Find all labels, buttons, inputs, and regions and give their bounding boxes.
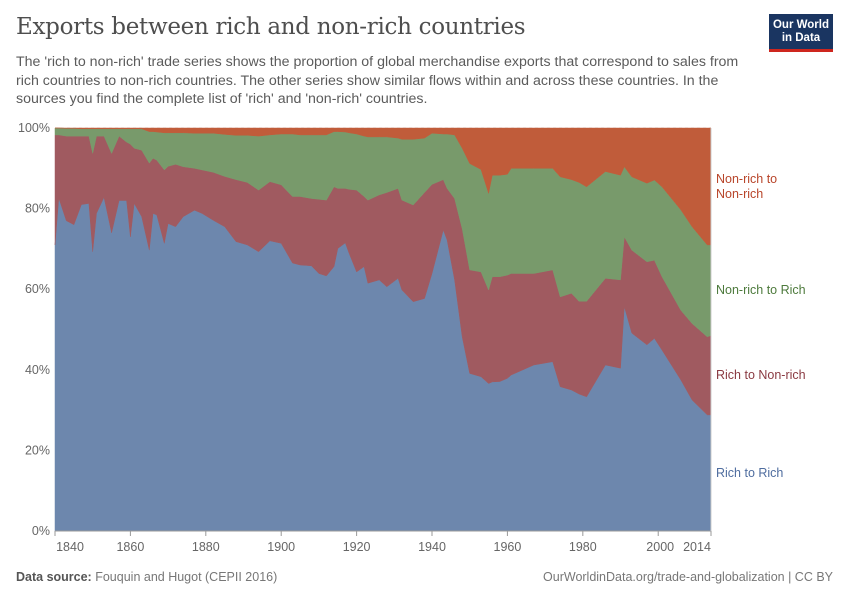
x-tick-label: 1900 [267,540,295,554]
y-tick-label: 80% [25,202,50,216]
series-label: Rich to Rich [716,466,783,480]
x-tick-label: 2014 [683,540,711,554]
x-tick-label: 1980 [569,540,597,554]
chart-title: Exports between rich and non-rich countr… [16,14,526,40]
series-label: Non-rich to Non-rich [716,172,777,201]
y-tick-label: 20% [25,443,50,457]
series-label-line: Non-rich to [716,172,777,186]
series-label: Rich to Non-rich [716,368,806,382]
series-labels: Rich to Rich Rich to Non-rich Non-rich to … [716,172,806,480]
x-tick-label: 1880 [192,540,220,554]
series-label: Non-rich to Rich [716,283,806,297]
y-tick-label: 40% [25,363,50,377]
x-axis: 1840 1860 1880 1900 1920 1940 1960 1980 2000 2014 [54,128,712,554]
y-axis: 0% 20% 40% 60% 80% 100% [18,121,50,538]
x-tick-label: 2000 [646,540,674,554]
source-text: Fouquin and Hugot (CEPII 2016) [95,570,278,584]
series-label-line: Rich to Non-rich [716,368,806,382]
source-label: Data source: [16,570,92,584]
source-url[interactable]: OurWorldinData.org/trade-and-globalizati… [543,570,833,584]
logo-line-1: Our World [772,18,829,31]
y-tick-label: 100% [18,121,50,135]
series-label-line: Non-rich to Rich [716,283,806,297]
data-source: Data source: Fouquin and Hugot (CEPII 20… [16,570,277,584]
x-tick-label: 1960 [494,540,522,554]
x-tick-label: 1840 [56,540,84,554]
y-tick-label: 60% [25,282,50,296]
x-tick-label: 1860 [116,540,144,554]
series-label-line: Rich to Rich [716,466,783,480]
areas [54,127,712,532]
chart-subtitle: The 'rich to non-rich' trade series show… [16,54,739,107]
owid-logo[interactable]: Our World in Data [769,14,833,52]
series-label-line: Non-rich [716,187,763,201]
y-tick-label: 0% [32,524,50,538]
logo-line-2: in Data [781,31,821,44]
x-tick-label: 1940 [418,540,446,554]
x-tick-label: 1920 [343,540,371,554]
